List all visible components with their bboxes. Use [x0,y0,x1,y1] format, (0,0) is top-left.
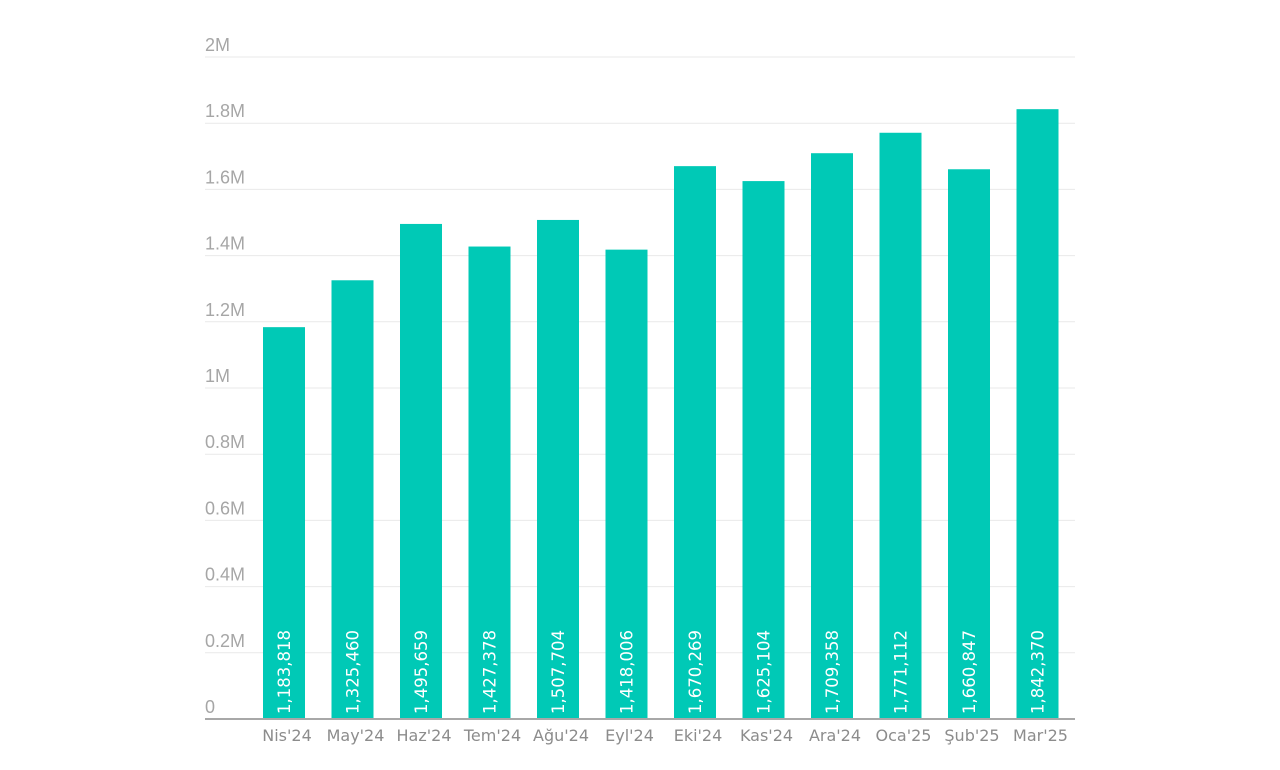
y-tick-label: 0.2M [205,631,245,651]
bars [263,109,1059,719]
bar [263,327,305,719]
bar-value-label: 1,325,460 [344,630,363,714]
x-axis-category-labels: Nis'24 May'24 Haz'24 Tem'24 Ağu'24 Eyl'24 Eki'… [262,726,1068,745]
bar-value-labels: 1,183,818 1,325,460 1,495,659 1,427,378 1,50… [275,630,1048,714]
bar-value-label: 1,709,358 [823,630,842,714]
x-category-label: Ağu'24 [533,726,589,745]
x-category-label: Nis'24 [262,726,312,745]
y-tick-label: 2M [205,35,230,55]
bar [674,166,716,719]
x-category-label: Oca'25 [876,726,932,745]
bar [742,181,785,719]
bar-value-label: 1,771,112 [892,630,911,714]
bar-value-label: 1,660,847 [960,630,979,714]
x-category-label: Tem'24 [463,726,521,745]
y-tick-label: 0.4M [205,565,245,585]
x-category-label: Ara'24 [809,726,861,745]
bar-value-label: 1,507,704 [549,630,568,714]
bar [1016,109,1059,719]
x-category-label: Eki'24 [674,726,723,745]
bar-value-label: 1,625,104 [755,630,774,714]
x-category-label: Mar'25 [1013,726,1068,745]
y-tick-label: 1.6M [205,167,245,187]
bar-value-label: 1,495,659 [412,630,431,714]
y-tick-label: 0 [205,697,215,717]
bar [605,249,648,719]
y-tick-label: 1.2M [205,300,245,320]
bar [400,223,442,719]
bar-value-label: 1,670,269 [686,630,705,714]
bar [811,153,853,719]
x-category-label: Kas'24 [740,726,793,745]
y-tick-label: 0.8M [205,432,245,452]
bar [468,246,511,719]
y-tick-label: 1.4M [205,234,245,254]
y-tick-label: 0.6M [205,498,245,518]
bar [948,169,990,719]
bar [537,219,579,719]
y-axis-tick-labels: 0 0.2M 0.4M 0.6M 0.8M 1M 1.2M 1.4M 1.6M 1.8M 2M [205,35,245,717]
x-category-label: Şub'25 [944,726,999,745]
bar [879,132,922,719]
x-category-label: May'24 [327,726,385,745]
x-category-label: Haz'24 [397,726,452,745]
bar [331,280,374,719]
y-tick-label: 1M [205,366,230,386]
bar-value-label: 1,418,006 [618,630,637,714]
x-category-label: Eyl'24 [605,726,654,745]
bar-value-label: 1,183,818 [275,630,294,714]
y-tick-label: 1.8M [205,101,245,121]
bar-value-label: 1,842,370 [1029,630,1048,714]
bar-value-label: 1,427,378 [481,630,500,714]
